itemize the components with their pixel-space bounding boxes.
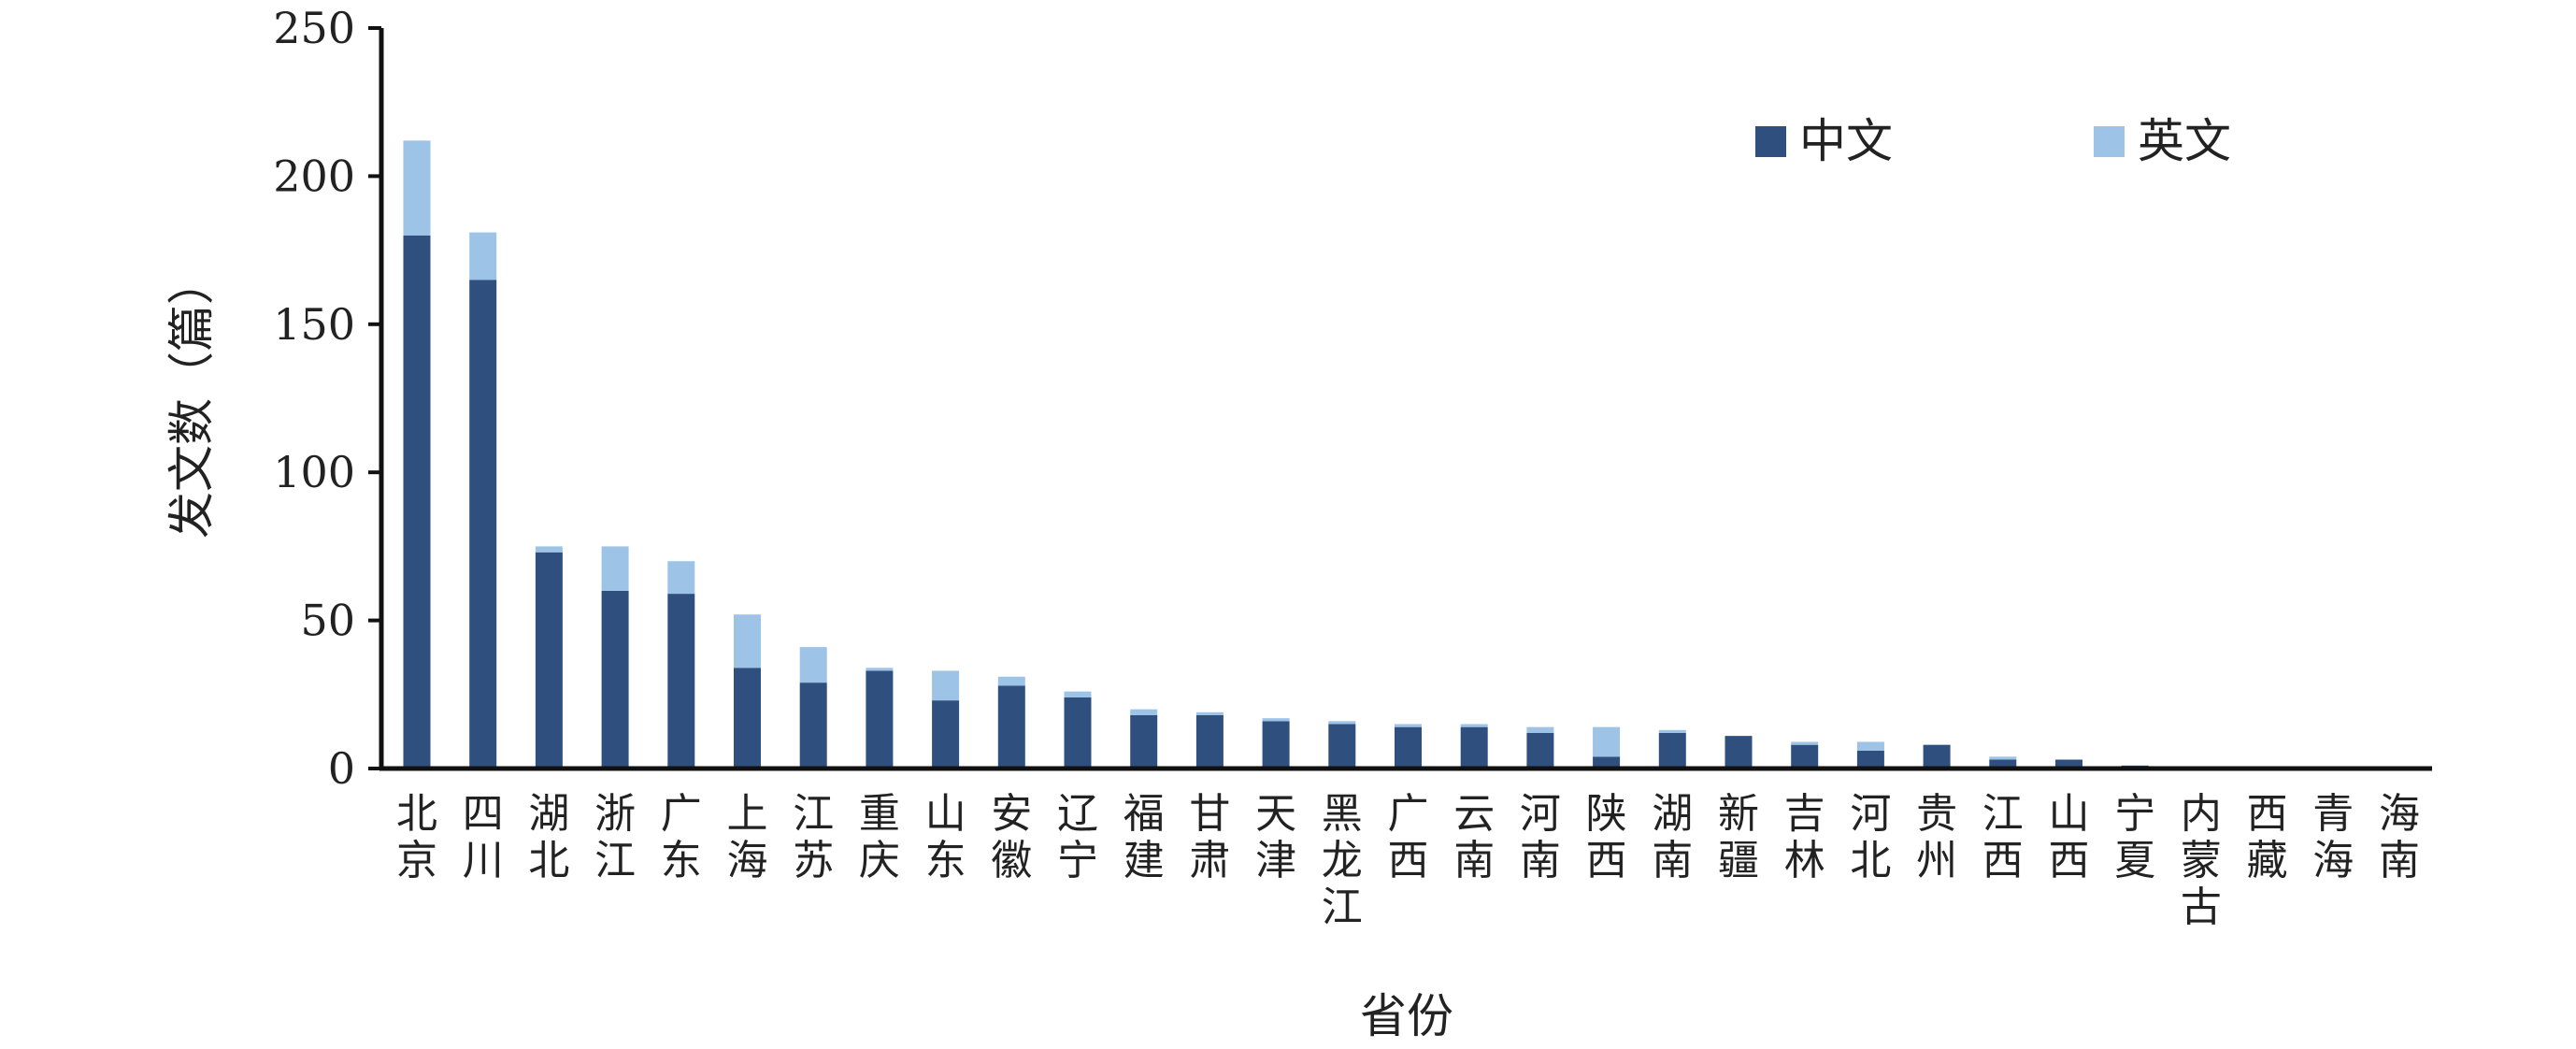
bar-yingwen bbox=[932, 670, 960, 701]
bar-yingwen bbox=[1856, 741, 1884, 751]
x-category-label: 湖北 bbox=[528, 790, 569, 884]
bar-yingwen bbox=[1460, 724, 1488, 727]
x-category-label: 江西 bbox=[1982, 790, 2024, 884]
x-category-label: 河南 bbox=[1520, 790, 1561, 884]
bar-zhongwen bbox=[1064, 697, 1092, 769]
x-category-label: 甘肃 bbox=[1189, 790, 1230, 884]
bar-zhongwen bbox=[1395, 726, 1422, 769]
bar-zhongwen bbox=[1130, 714, 1158, 769]
x-category-label: 河北 bbox=[1850, 790, 1891, 884]
bar-zhongwen bbox=[469, 280, 497, 769]
bar-yingwen bbox=[1262, 718, 1290, 722]
x-category-label: 吉林 bbox=[1784, 790, 1825, 884]
bar-zhongwen bbox=[1724, 736, 1753, 769]
legend-label-zhongwen: 中文 bbox=[1799, 114, 1893, 168]
x-category-label: 陕西 bbox=[1586, 790, 1627, 884]
bar-zhongwen bbox=[1989, 759, 2017, 769]
bar-yingwen bbox=[734, 614, 761, 668]
x-category-label: 安徽 bbox=[991, 790, 1032, 884]
x-category-label: 四川 bbox=[463, 790, 504, 884]
x-category-label: 海南 bbox=[2379, 790, 2420, 884]
bar-yingwen bbox=[1791, 741, 1819, 745]
bar-zhongwen bbox=[734, 668, 761, 769]
x-category-label: 重庆 bbox=[859, 790, 900, 884]
x-category-label: 浙江 bbox=[594, 790, 636, 884]
y-tick-label: 200 bbox=[273, 151, 355, 201]
bar-zhongwen bbox=[1658, 732, 1686, 769]
x-category-label: 青海 bbox=[2312, 790, 2354, 884]
x-category-label: 广西 bbox=[1388, 790, 1429, 884]
bar-yingwen bbox=[601, 546, 629, 591]
bar-zhongwen bbox=[1262, 721, 1290, 769]
bar-yingwen bbox=[1593, 726, 1621, 757]
x-category-label: 新疆 bbox=[1718, 790, 1759, 884]
y-ticks-layer: 0 50 100 150 200 250 bbox=[273, 3, 381, 794]
bar-zhongwen bbox=[1856, 750, 1884, 769]
y-tick-label: 250 bbox=[273, 3, 355, 53]
x-category-label: 湖南 bbox=[1652, 790, 1693, 884]
bar-yingwen bbox=[799, 647, 827, 683]
legend-swatch-yingwen bbox=[2094, 126, 2125, 157]
x-category-label: 上海 bbox=[727, 790, 768, 884]
y-tick-label: 0 bbox=[328, 743, 355, 794]
x-category-label: 内蒙古 bbox=[2181, 790, 2222, 931]
axes-layer bbox=[379, 28, 2432, 771]
x-category-label: 天津 bbox=[1255, 790, 1296, 884]
bar-zhongwen bbox=[1195, 714, 1224, 769]
bar-zhongwen bbox=[1593, 756, 1621, 769]
x-axis-title: 省份 bbox=[1360, 989, 1453, 1043]
bar-zhongwen bbox=[403, 235, 431, 769]
x-category-label: 山东 bbox=[925, 790, 966, 884]
bar-zhongwen bbox=[932, 700, 960, 769]
bar-yingwen bbox=[1328, 721, 1356, 725]
x-category-label: 贵州 bbox=[1916, 790, 1957, 884]
bar-yingwen bbox=[1658, 729, 1686, 733]
bar-yingwen bbox=[1130, 709, 1158, 715]
x-category-label: 宁夏 bbox=[2114, 790, 2155, 884]
x-category-label: 黑龙江 bbox=[1322, 790, 1363, 931]
bar-yingwen bbox=[1395, 724, 1422, 727]
y-axis-title: 发文数（篇） bbox=[165, 258, 219, 539]
bar-yingwen bbox=[1195, 711, 1224, 715]
bar-zhongwen bbox=[1791, 744, 1819, 769]
y-tick-label: 50 bbox=[300, 596, 355, 646]
bar-zhongwen bbox=[601, 590, 629, 769]
bar-zhongwen bbox=[1460, 726, 1488, 769]
bar-yingwen bbox=[469, 232, 497, 280]
x-category-label: 西藏 bbox=[2247, 790, 2288, 884]
bar-yingwen bbox=[1989, 756, 2017, 760]
bar-zhongwen bbox=[2055, 759, 2082, 769]
x-category-label: 北京 bbox=[396, 790, 437, 884]
legend-swatch-zhongwen bbox=[1755, 126, 1786, 157]
x-category-label: 云南 bbox=[1453, 790, 1495, 884]
bar-zhongwen bbox=[1526, 732, 1554, 769]
x-category-label: 福建 bbox=[1123, 790, 1165, 884]
bar-zhongwen bbox=[535, 552, 563, 769]
bar-yingwen bbox=[1526, 726, 1554, 733]
bar-yingwen bbox=[1064, 691, 1092, 697]
bar-zhongwen bbox=[667, 594, 695, 769]
bar-yingwen bbox=[403, 140, 431, 236]
x-category-label: 山西 bbox=[2049, 790, 2090, 884]
bars-layer bbox=[403, 140, 2215, 769]
bar-yingwen bbox=[667, 561, 695, 595]
bar-zhongwen bbox=[866, 670, 894, 769]
y-tick-label: 150 bbox=[273, 299, 355, 350]
legend-label-yingwen: 英文 bbox=[2138, 114, 2231, 168]
bar-zhongwen bbox=[1328, 724, 1356, 769]
bar-yingwen bbox=[997, 676, 1025, 686]
x-category-labels: 北京四川湖北浙江广东上海江苏重庆山东安徽辽宁福建甘肃天津黑龙江广西云南河南陕西湖… bbox=[396, 790, 2420, 931]
bar-zhongwen bbox=[1923, 744, 1951, 769]
x-category-label: 广东 bbox=[661, 790, 702, 884]
x-category-label: 江苏 bbox=[793, 790, 834, 884]
bar-yingwen bbox=[866, 668, 894, 671]
bar-zhongwen bbox=[799, 683, 827, 769]
legend: 中文 英文 bbox=[1755, 114, 2231, 168]
y-tick-label: 100 bbox=[273, 447, 355, 497]
bar-yingwen bbox=[535, 546, 563, 553]
x-category-label: 辽宁 bbox=[1057, 790, 1098, 884]
bar-zhongwen bbox=[997, 685, 1025, 769]
